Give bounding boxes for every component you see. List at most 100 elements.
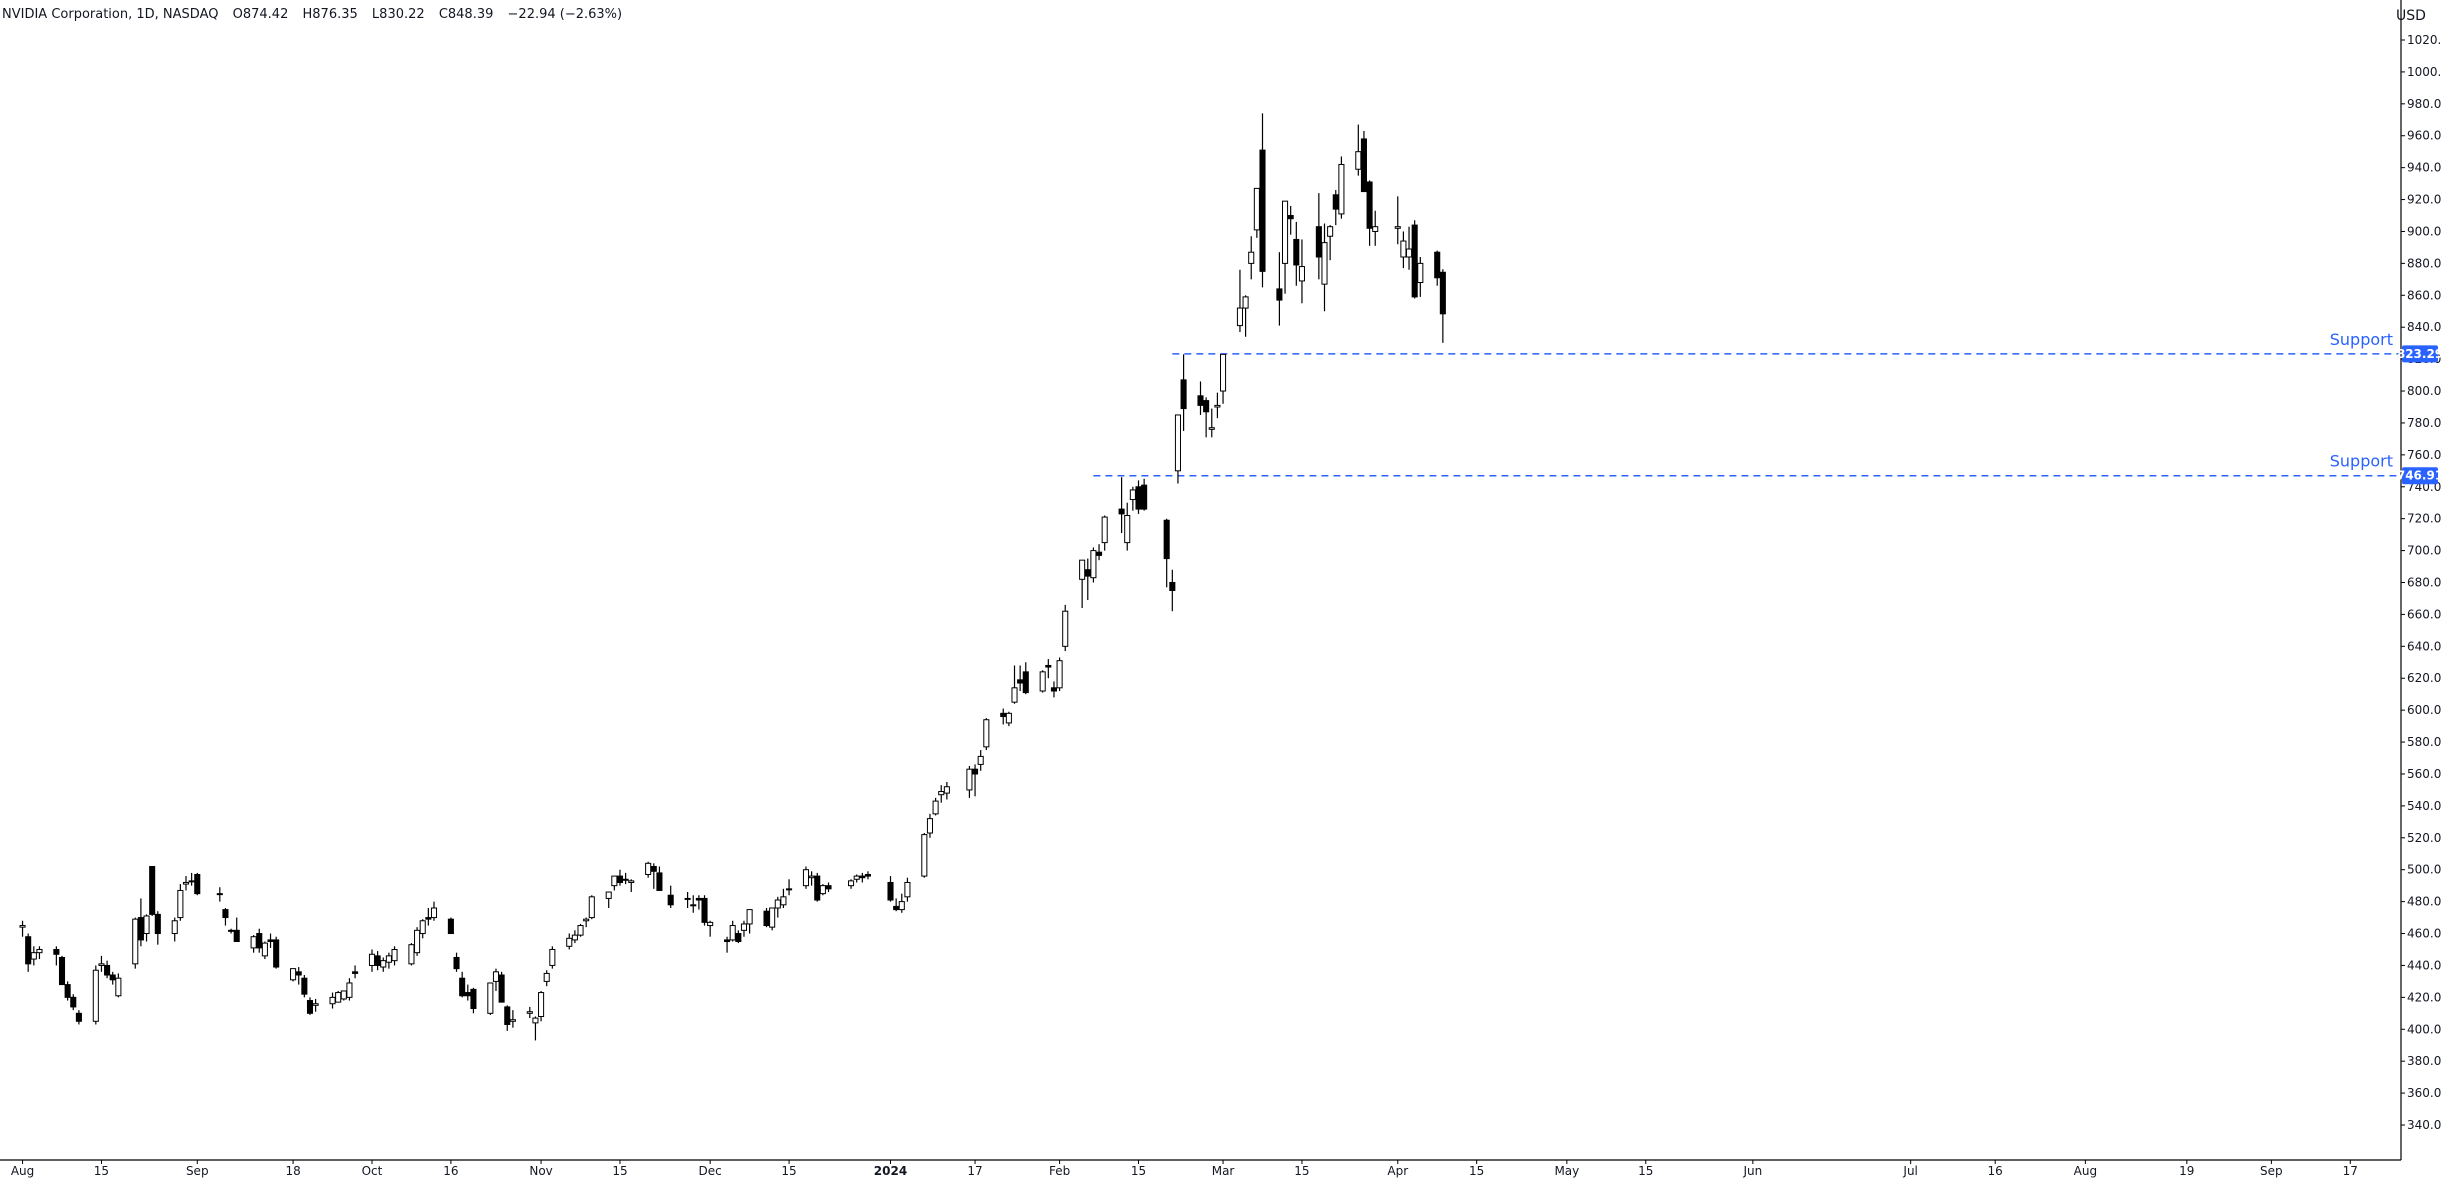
support-price-tag	[2402, 467, 2438, 485]
x-tick-label: Dec	[699, 1164, 722, 1178]
candle	[267, 933, 274, 948]
x-tick-label: 15	[94, 1164, 109, 1178]
candle-body	[1017, 679, 1024, 684]
x-tick-label: 15	[1294, 1164, 1309, 1178]
x-tick-label: 17	[967, 1164, 982, 1178]
candle-body	[814, 875, 821, 901]
candle-body	[329, 996, 336, 1005]
candle-body	[972, 768, 979, 775]
candle-body	[1276, 288, 1283, 301]
candle	[707, 920, 714, 937]
candle-body	[1434, 251, 1441, 279]
candle-body	[447, 918, 454, 935]
candle	[1355, 124, 1362, 176]
legend-symbol: NVIDIA Corporation, 1D, NASDAQ	[2, 7, 218, 22]
candle-body	[312, 1003, 319, 1006]
x-tick-label: 17	[2343, 1164, 2358, 1178]
candle	[256, 928, 263, 953]
candle	[58, 955, 66, 986]
y-tick-label: 640.00	[2407, 639, 2441, 653]
candle	[312, 998, 319, 1012]
candle-body	[1287, 215, 1294, 220]
candle	[301, 975, 308, 998]
candle	[729, 920, 736, 942]
candle	[684, 892, 691, 908]
candle-body	[921, 834, 928, 877]
candle-body	[182, 881, 190, 885]
candle-body	[1050, 687, 1057, 692]
candle-body	[143, 915, 150, 935]
candle	[1079, 559, 1086, 609]
x-tick-label: Aug	[2074, 1164, 2097, 1178]
candle-body	[1360, 138, 1367, 193]
candle-body	[340, 990, 347, 1000]
candle	[459, 971, 466, 998]
candle-body	[301, 977, 308, 995]
candle-body	[628, 880, 635, 883]
candle-body	[983, 719, 990, 748]
candle	[154, 911, 161, 945]
legend-high-label: H	[303, 7, 313, 22]
candle-body	[137, 917, 144, 941]
candle	[228, 928, 235, 934]
candle-body	[380, 960, 387, 968]
candle	[583, 917, 590, 928]
candle	[983, 718, 990, 751]
candle-body	[583, 918, 590, 922]
candle	[115, 973, 122, 998]
candle-body	[769, 907, 776, 928]
candle	[932, 797, 939, 816]
legend-close-value: 848.39	[448, 7, 494, 22]
candle	[1214, 392, 1221, 419]
candle	[1203, 397, 1210, 438]
candle	[966, 765, 973, 798]
candle-body	[864, 873, 872, 877]
candle-body	[932, 800, 939, 815]
y-tick-label: 460.00	[2407, 927, 2441, 941]
candle-body	[746, 909, 753, 925]
y-tick-label: 720.00	[2407, 512, 2441, 526]
candle	[1400, 231, 1407, 269]
y-tick-label: 520.00	[2407, 831, 2441, 845]
candle-body	[1208, 427, 1215, 430]
candle-body	[893, 905, 900, 911]
candle	[650, 863, 657, 889]
legend-open-value: 874.42	[243, 7, 289, 22]
candle	[690, 895, 697, 913]
candle-body	[1439, 271, 1446, 315]
candle	[735, 930, 742, 944]
candle	[25, 933, 32, 972]
candle	[1011, 665, 1018, 704]
candle-body	[1101, 516, 1108, 544]
candle-body	[1180, 379, 1187, 410]
candle	[447, 917, 454, 935]
candle-body	[374, 955, 381, 966]
ohlc-legend: NVIDIA Corporation, 1D, NASDAQ O874.42 H…	[2, 7, 622, 22]
candle	[1118, 477, 1125, 534]
candle-body	[1394, 226, 1401, 229]
candle	[549, 946, 556, 969]
candle-body	[1000, 712, 1007, 718]
x-tick-label: Nov	[529, 1164, 552, 1178]
candle	[1434, 250, 1441, 286]
candle	[577, 923, 584, 937]
candle	[1197, 381, 1204, 415]
candle-body	[701, 897, 708, 923]
candle-body	[306, 1000, 314, 1014]
candle-body	[1332, 194, 1339, 210]
y-tick-label: 600.00	[2407, 703, 2441, 717]
candle-body	[650, 866, 657, 872]
candle-body	[109, 974, 116, 981]
candle	[763, 908, 770, 928]
candle-body	[290, 968, 297, 981]
candle-body	[470, 988, 477, 1010]
candle-body	[464, 992, 471, 997]
candle-body	[171, 920, 178, 935]
x-tick-label: Apr	[1387, 1164, 1408, 1178]
candle-body	[786, 888, 793, 891]
candle	[532, 1016, 539, 1041]
candle-body	[1045, 664, 1052, 668]
candle	[385, 952, 392, 969]
